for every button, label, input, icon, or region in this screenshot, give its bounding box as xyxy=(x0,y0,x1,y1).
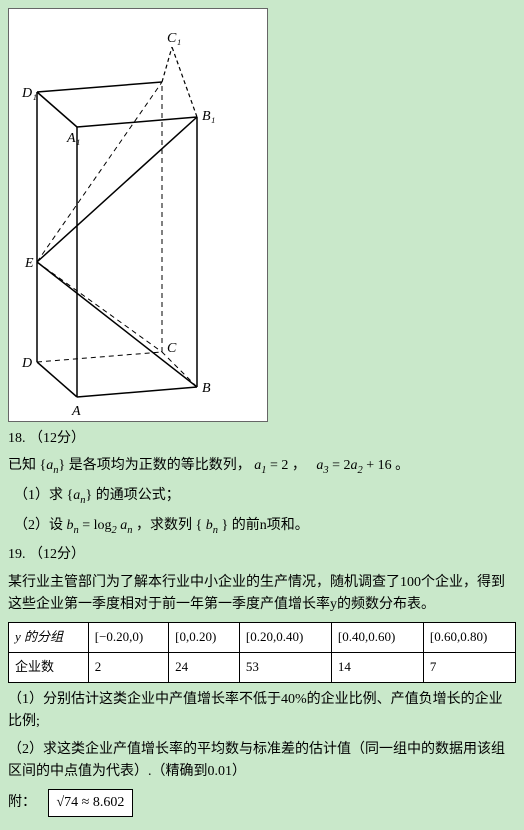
interval-cell: [0.20,0.40) xyxy=(239,623,331,653)
label-C: C xyxy=(167,341,177,356)
attach-label: 附： xyxy=(8,795,36,810)
text: = 2 xyxy=(329,458,351,473)
interval-cell: [0.40,0.60) xyxy=(331,623,423,653)
text: = 2 ， xyxy=(266,458,305,473)
count-cell: 14 xyxy=(331,653,423,683)
label-B1: B₁ xyxy=(202,109,215,124)
q19-part1: （1）分别估计这类企业中产值增长率不低于40%的企业比例、产值负增长的企业比例; xyxy=(8,689,516,734)
text: 已知 { xyxy=(8,458,46,473)
text: = log xyxy=(79,518,112,533)
label-A1: A₁ xyxy=(66,131,80,146)
count-cell: 7 xyxy=(423,653,515,683)
table-row: y 的分组 [−0.20,0) [0,0.20) [0.20,0.40) [0.… xyxy=(9,623,516,653)
count-cell: 2 xyxy=(88,653,168,683)
label-D1: D₁ xyxy=(21,86,37,101)
text: + 16 。 xyxy=(363,458,409,473)
label-A: A xyxy=(71,404,81,417)
q18-header: 18. （12分） xyxy=(8,428,516,450)
interval-cell: [0.60,0.80) xyxy=(423,623,515,653)
q19-part2: （2）求这类企业产值增长率的平均数与标准差的估计值（同一组中的数据用该组区间的中… xyxy=(8,739,516,784)
label-B: B xyxy=(202,381,211,396)
label-C1: C₁ xyxy=(167,31,181,46)
table-row: 企业数 2 24 53 14 7 xyxy=(9,653,516,683)
b: b xyxy=(206,518,213,533)
frequency-table: y 的分组 [−0.20,0) [0,0.20) [0.20,0.40) [0.… xyxy=(8,622,516,683)
q18-part2: （2）设 bn = log2 an ，求数列 { bn } 的前n项和。 xyxy=(14,515,516,540)
label-D: D xyxy=(21,356,32,371)
interval-cell: [−0.20,0) xyxy=(88,623,168,653)
a: a xyxy=(351,458,358,473)
logbase: 2 xyxy=(112,524,117,535)
row-label: y 的分组 xyxy=(9,623,89,653)
interval-cell: [0,0.20) xyxy=(169,623,240,653)
q19-attach: 附： √74 ≈ 8.602 xyxy=(8,789,516,817)
text: （1）求 { xyxy=(14,488,73,503)
text: ，求数列 { xyxy=(133,518,206,533)
text: （2）设 xyxy=(14,518,67,533)
prism-figure: A B C D A₁ B₁ C₁ D₁ E xyxy=(8,8,268,422)
row-label: 企业数 xyxy=(9,653,89,683)
count-cell: 24 xyxy=(169,653,240,683)
text: } 的前n项和。 xyxy=(218,518,309,533)
q18-part1: （1）求 {an} 的通项公式； xyxy=(14,485,516,510)
text: } 的通项公式； xyxy=(85,488,179,503)
q18-given: 已知 {an} 是各项均为正数的等比数列， a1 = 2 ， a3 = 2a2 … xyxy=(8,455,516,480)
text: } 是各项均为正数的等比数列， xyxy=(58,458,254,473)
sqrt-box: √74 ≈ 8.602 xyxy=(48,789,134,817)
count-cell: 53 xyxy=(239,653,331,683)
label-E: E xyxy=(24,256,34,271)
q19-header: 19. （12分） xyxy=(8,544,516,566)
b: b xyxy=(67,518,74,533)
rectangular-prism-svg: A B C D A₁ B₁ C₁ D₁ E xyxy=(17,17,257,417)
q19-line1: 某行业主管部门为了解本行业中小企业的生产情况，随机调查了100个企业，得到这些企… xyxy=(8,572,516,617)
